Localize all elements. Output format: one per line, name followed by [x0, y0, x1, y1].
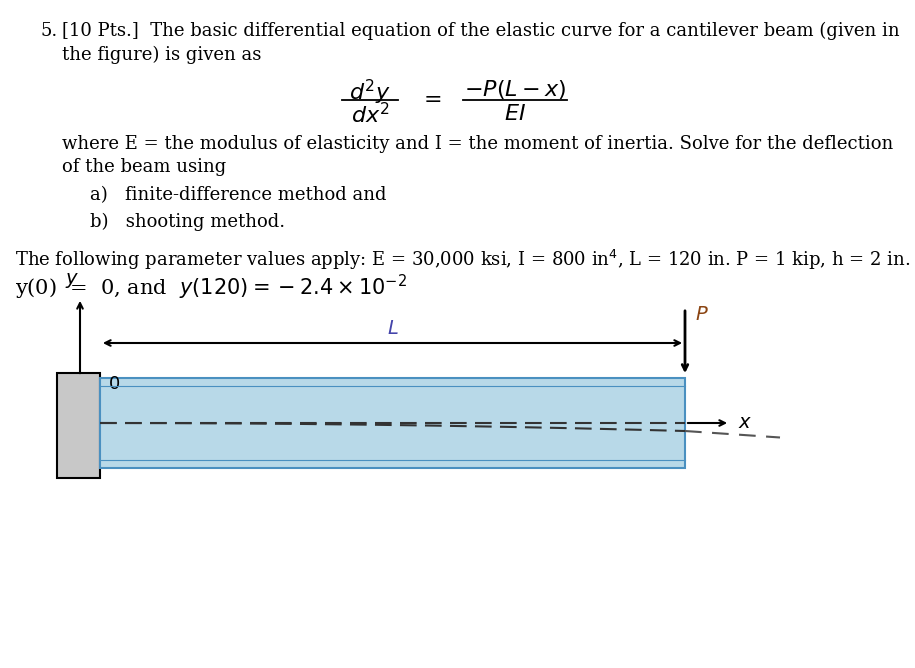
Text: $dx^2$: $dx^2$ — [350, 103, 389, 128]
Text: of the beam using: of the beam using — [62, 158, 226, 176]
Text: $x$: $x$ — [738, 414, 752, 432]
Text: $P$: $P$ — [695, 306, 709, 324]
Text: $L$: $L$ — [387, 320, 398, 338]
Text: 5.: 5. — [40, 22, 58, 40]
Bar — [100, 378, 685, 468]
Text: y(0)  =  0, and  $y(120) = -2.4 \times 10^{-2}$: y(0) = 0, and $y(120) = -2.4 \times 10^{… — [15, 273, 407, 302]
Bar — [57, 373, 100, 478]
Text: where E = the modulus of elasticity and I = the moment of inertia. Solve for the: where E = the modulus of elasticity and … — [62, 135, 893, 153]
Text: $=$: $=$ — [419, 87, 441, 109]
Text: $0$: $0$ — [108, 375, 120, 393]
Text: $EI$: $EI$ — [504, 103, 526, 125]
Text: $d^2y$: $d^2y$ — [350, 78, 391, 107]
Text: the figure) is given as: the figure) is given as — [62, 46, 262, 64]
Text: a)   finite-difference method and: a) finite-difference method and — [90, 186, 386, 204]
Text: $-P(L-x)$: $-P(L-x)$ — [464, 78, 566, 101]
Text: [10 Pts.]  The basic differential equation of the elastic curve for a cantilever: [10 Pts.] The basic differential equatio… — [62, 22, 899, 40]
Text: $y$: $y$ — [65, 271, 79, 290]
Text: The following parameter values apply: E = 30,000 ksi, I = 800 in$^4$, L = 120 in: The following parameter values apply: E … — [15, 248, 910, 272]
Text: b)   shooting method.: b) shooting method. — [90, 213, 285, 231]
